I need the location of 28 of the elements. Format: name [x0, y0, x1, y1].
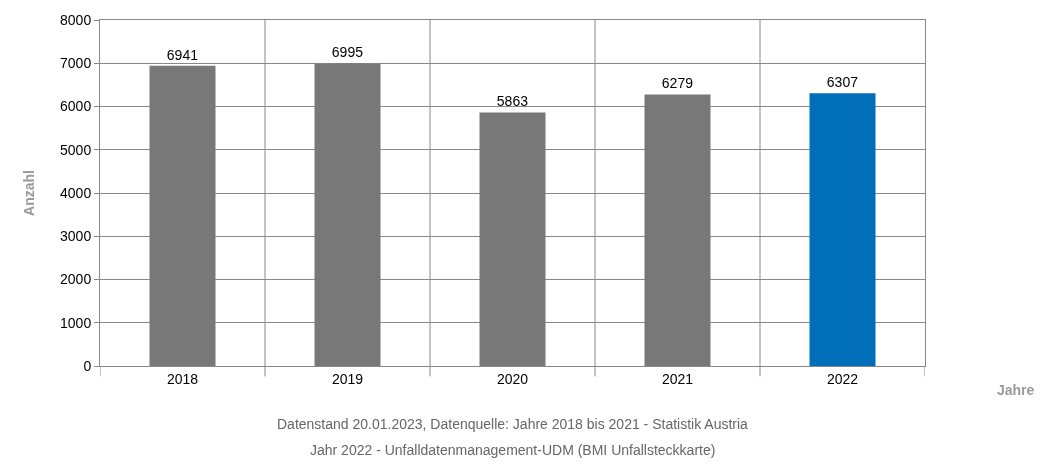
x-tick-label: 2020 — [496, 370, 529, 387]
y-tick-label: 5000 — [60, 141, 92, 158]
x-tick-label: 2022 — [826, 370, 859, 387]
y-tick-label: 7000 — [60, 55, 92, 72]
bar — [149, 65, 216, 366]
bar — [644, 94, 711, 366]
text: Jahr 2022 - Unfalldatenmanagement-UDM (BMI Unfallsteckkarte) — [310, 442, 716, 458]
y-tick-label: 1000 — [60, 314, 92, 331]
y-tick-label: 4000 — [60, 184, 92, 201]
data-label: 6279 — [661, 75, 694, 92]
data-label: 5863 — [496, 93, 529, 110]
bar — [314, 63, 381, 366]
bar — [809, 93, 876, 366]
y-axis-title: Anzahl — [20, 170, 37, 216]
x-tick-label: 2021 — [661, 370, 694, 387]
data-label: 6941 — [166, 46, 199, 63]
data-label: 6995 — [331, 44, 364, 61]
y-tick-label: 3000 — [60, 228, 92, 245]
x-tick-label: 2019 — [331, 370, 364, 387]
y-tick-label: 0 — [83, 357, 92, 374]
bar — [479, 112, 546, 366]
text: Jahre — [997, 382, 1035, 398]
x-tick-label: 2018 — [166, 370, 199, 387]
y-tick-label: 2000 — [60, 271, 92, 288]
data-label: 6307 — [826, 74, 859, 91]
text: Datenstand 20.01.2023, Datenquelle: Jahre 2018 bis 2021 - Statistik Austria — [277, 416, 749, 432]
y-tick-label: 8000 — [60, 11, 92, 28]
y-tick-label: 6000 — [60, 98, 92, 115]
